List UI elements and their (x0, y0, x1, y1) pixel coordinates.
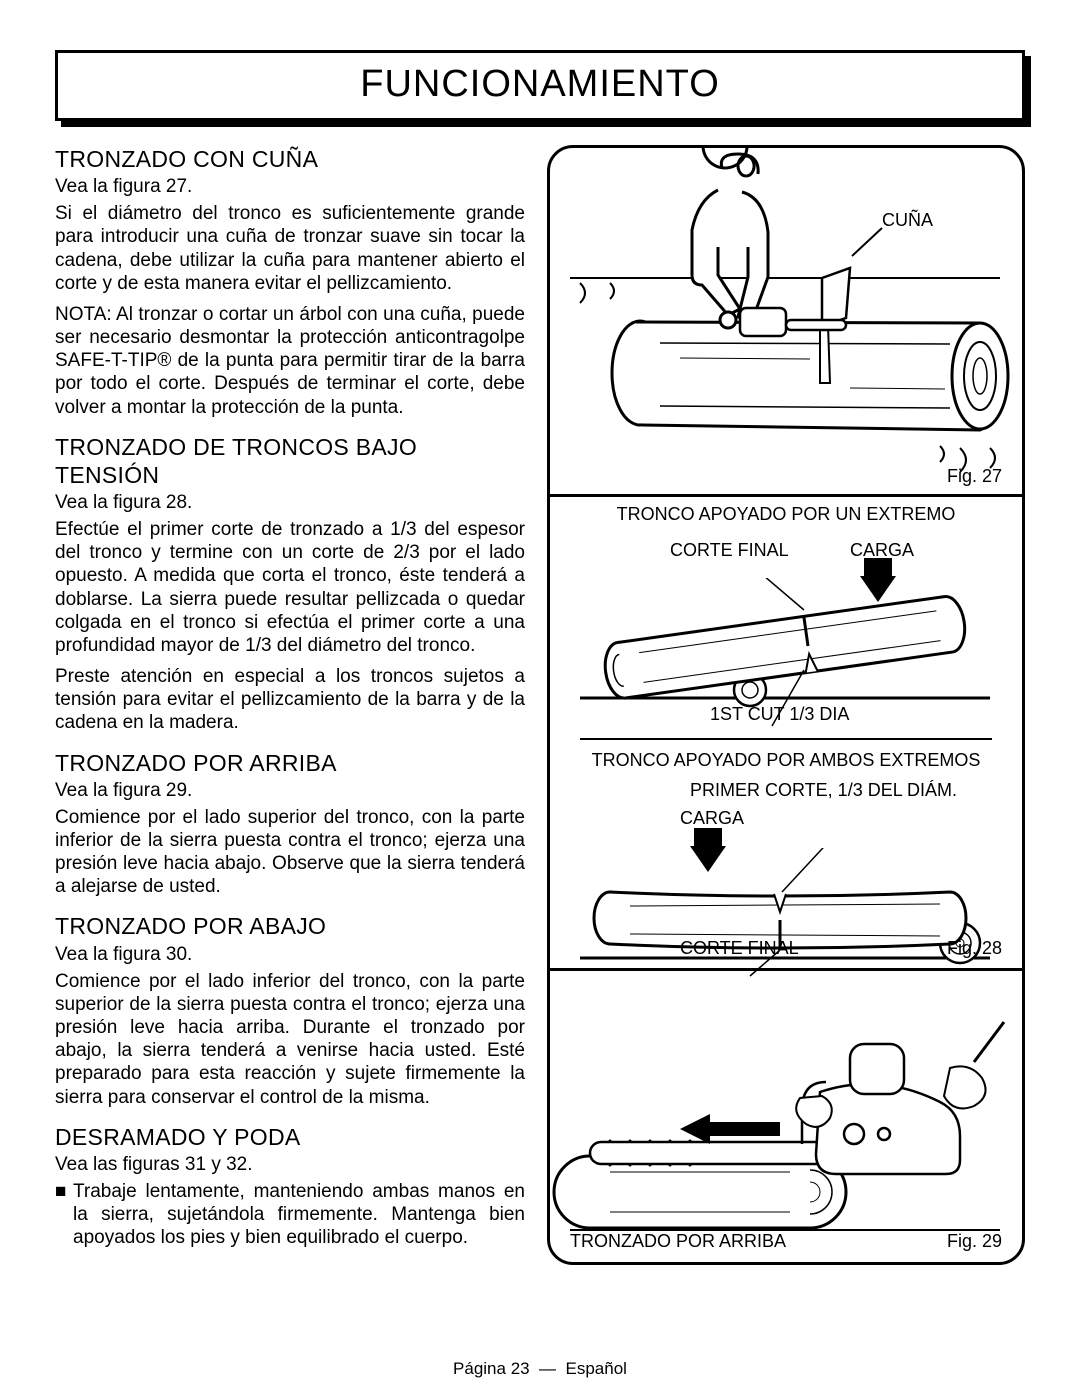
page-footer: Página 23 — Español (0, 1359, 1080, 1379)
para-s1-1: Si el diámetro del tronco es suficientem… (55, 202, 525, 295)
fig29-label: TRONZADO POR ARRIBA (570, 1231, 786, 1252)
fig28-bottom-illustration (550, 848, 1022, 988)
fig28-carga-bottom: CARGA (680, 808, 744, 829)
ref-fig28: Vea la figura 28. (55, 491, 525, 514)
fig29-caption: Fig. 29 (947, 1231, 1002, 1252)
bullet-row-1: ■ Trabaje lentamente, manteniendo ambas … (55, 1180, 525, 1250)
para-s2-2: Preste atención en especial a los tronco… (55, 665, 525, 735)
para-s1-2: NOTA: Al tronzar o cortar un árbol con u… (55, 303, 525, 419)
fig28-title-top: TRONCO APOYADO POR UN EXTREMO (550, 504, 1022, 525)
heading-limbing: DESRAMADO Y PODA (55, 1123, 525, 1151)
bullet-icon: ■ (55, 1180, 73, 1250)
fig27-illustration (550, 148, 1022, 498)
separator-2 (550, 968, 1022, 971)
ref-fig30: Vea la figura 30. (55, 943, 525, 966)
para-s3-1: Comience por el lado superior del tronco… (55, 806, 525, 899)
heading-underbuck: TRONZADO POR ABAJO (55, 912, 525, 940)
bullet-text-1: Trabaje lentamente, manteniendo ambas ma… (73, 1180, 525, 1250)
page-title: FUNCIONAMIENTO (360, 63, 720, 105)
fig28-title-bottom: TRONCO APOYADO POR AMBOS EXTREMOS (550, 750, 1022, 771)
content-columns: TRONZADO CON CUÑA Vea la figura 27. Si e… (55, 145, 1025, 1265)
fig28-firstcut-label: 1ST CUT 1/3 DIA (710, 704, 849, 725)
page-title-box: FUNCIONAMIENTO (55, 50, 1025, 121)
fig27-caption: Fig. 27 (947, 466, 1002, 487)
fig28-caption: Fig. 28 (947, 938, 1002, 959)
fig28-inner-sep (580, 738, 992, 740)
ref-fig31-32: Vea las figuras 31 y 32. (55, 1153, 525, 1176)
fig28-cortefinal-bottom: CORTE FINAL (680, 938, 799, 959)
ref-fig29: Vea la figura 29. (55, 779, 525, 802)
text-column: TRONZADO CON CUÑA Vea la figura 27. Si e… (55, 145, 525, 1265)
figure-column: CUÑA Fig. 27 TRONCO APOYADO POR UN EXTRE… (547, 145, 1025, 1265)
fig28-cortefinal-top: CORTE FINAL (670, 540, 789, 561)
para-s4-1: Comience por el lado inferior del tronco… (55, 970, 525, 1109)
footer-page: Página 23 (453, 1359, 530, 1378)
fig29-illustration (550, 972, 1022, 1252)
heading-wedge: TRONZADO CON CUÑA (55, 145, 525, 173)
fig27-wedge-label: CUÑA (882, 210, 933, 231)
para-s2-1: Efectúe el primer corte de tronzado a 1/… (55, 518, 525, 657)
footer-lang: Español (566, 1359, 627, 1378)
fig28-primercorte: PRIMER CORTE, 1/3 DEL DIÁM. (690, 780, 992, 801)
separator-1 (550, 494, 1022, 497)
heading-overbuck: TRONZADO POR ARRIBA (55, 749, 525, 777)
figure-box: CUÑA Fig. 27 TRONCO APOYADO POR UN EXTRE… (547, 145, 1025, 1265)
ref-fig27: Vea la figura 27. (55, 175, 525, 198)
heading-tension: TRONZADO DE TRONCOS BAJO TENSIÓN (55, 433, 525, 489)
